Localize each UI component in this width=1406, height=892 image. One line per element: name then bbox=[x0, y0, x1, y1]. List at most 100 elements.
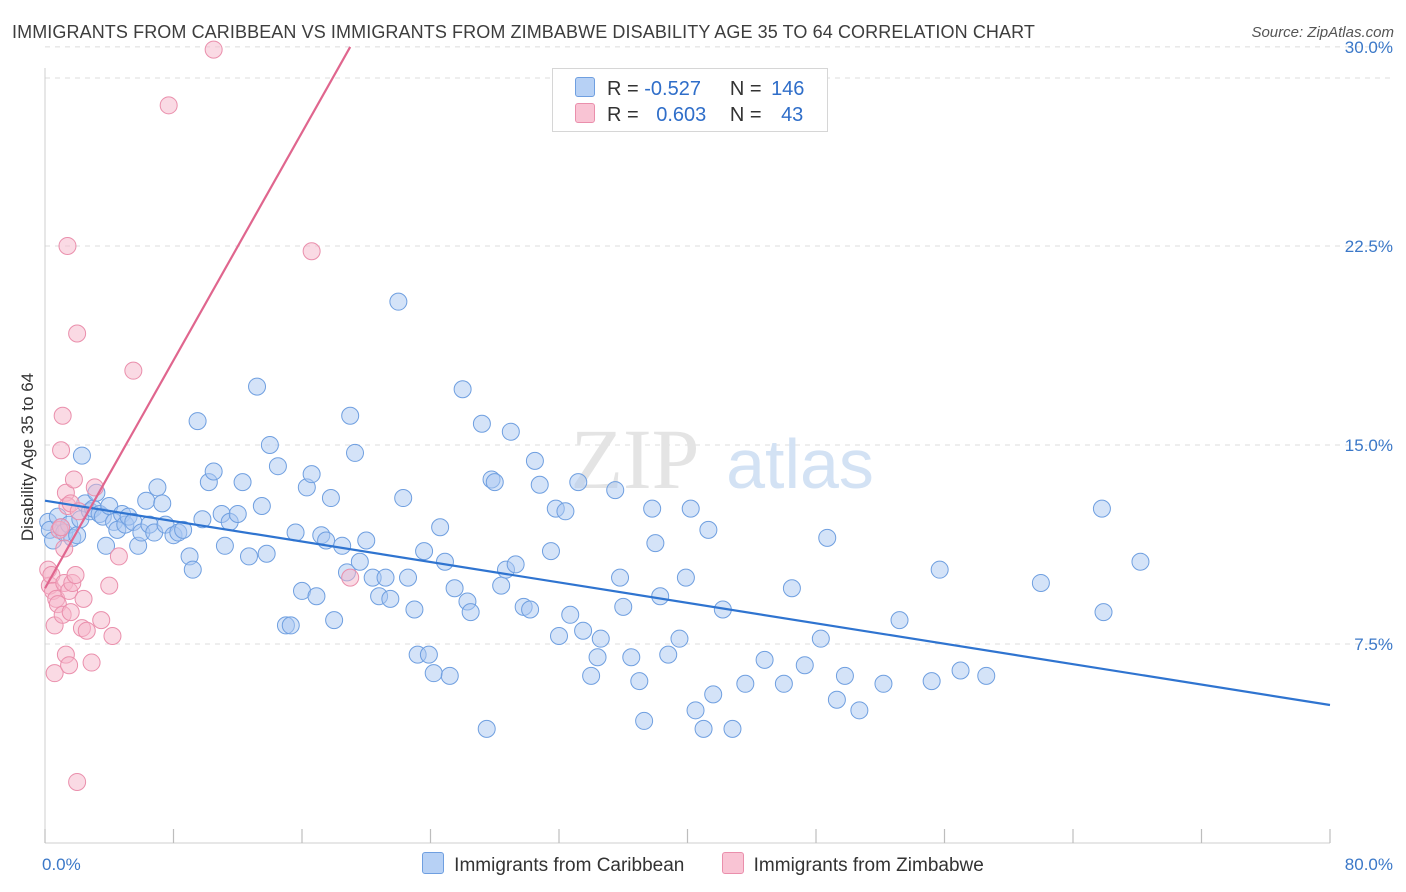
point-caribbean bbox=[569, 473, 588, 492]
point-caribbean bbox=[550, 627, 568, 646]
point-caribbean bbox=[556, 502, 575, 521]
legend-item-caribbean: Immigrants from Caribbean bbox=[422, 852, 684, 877]
point-caribbean bbox=[333, 536, 352, 555]
point-caribbean bbox=[440, 666, 459, 685]
point-zimbabwe bbox=[74, 589, 93, 608]
point-caribbean bbox=[248, 377, 267, 396]
legend-r-label: R = bbox=[607, 78, 639, 100]
point-caribbean bbox=[445, 579, 464, 598]
point-caribbean bbox=[681, 499, 700, 518]
point-zimbabwe bbox=[66, 565, 85, 584]
point-caribbean bbox=[643, 499, 662, 518]
point-caribbean bbox=[188, 412, 207, 431]
point-zimbabwe bbox=[82, 653, 101, 672]
point-zimbabwe bbox=[60, 656, 79, 675]
point-caribbean bbox=[501, 422, 520, 441]
point-caribbean bbox=[153, 494, 172, 513]
point-caribbean bbox=[699, 520, 718, 539]
point-zimbabwe bbox=[52, 518, 71, 537]
point-caribbean bbox=[774, 674, 793, 693]
point-zimbabwe bbox=[302, 242, 321, 261]
point-caribbean bbox=[541, 542, 560, 561]
watermark-atlas: atlas bbox=[726, 425, 874, 503]
point-caribbean bbox=[389, 292, 408, 311]
point-caribbean bbox=[239, 547, 258, 566]
point-caribbean bbox=[415, 542, 434, 561]
point-zimbabwe bbox=[45, 664, 64, 683]
legend-r-label: R = bbox=[607, 104, 639, 126]
point-caribbean bbox=[611, 568, 630, 587]
point-caribbean bbox=[622, 648, 641, 667]
x-tick-label-max: 80.0% bbox=[1345, 855, 1393, 874]
point-caribbean bbox=[591, 629, 610, 648]
point-caribbean bbox=[260, 435, 279, 454]
point-caribbean bbox=[874, 674, 893, 693]
legend-n-label: N = bbox=[729, 78, 762, 100]
point-caribbean bbox=[492, 576, 511, 595]
point-caribbean bbox=[1092, 499, 1111, 518]
point-zimbabwe bbox=[100, 576, 119, 595]
point-caribbean bbox=[381, 589, 400, 608]
point-caribbean bbox=[723, 719, 742, 738]
point-caribbean bbox=[357, 531, 376, 550]
point-caribbean bbox=[818, 528, 837, 547]
point-caribbean bbox=[530, 475, 549, 494]
point-caribbean bbox=[148, 478, 167, 497]
point-caribbean bbox=[341, 406, 360, 425]
legend-n-value: 43 bbox=[781, 104, 804, 126]
legend-n-value: 146 bbox=[771, 78, 805, 100]
point-caribbean bbox=[183, 560, 202, 579]
point-zimbabwe bbox=[92, 611, 111, 630]
point-caribbean bbox=[233, 473, 252, 492]
point-caribbean bbox=[1131, 552, 1150, 571]
point-caribbean bbox=[472, 414, 491, 433]
point-caribbean bbox=[630, 672, 649, 691]
y-tick-label: 30.0% bbox=[1345, 38, 1393, 57]
point-caribbean bbox=[606, 481, 625, 500]
x-tick-labels: 0.0% 80.0% bbox=[42, 855, 1393, 874]
point-caribbean bbox=[646, 534, 665, 553]
legend-swatch-zimbabwe bbox=[721, 852, 744, 874]
point-caribbean bbox=[257, 544, 276, 563]
point-caribbean bbox=[394, 489, 413, 508]
legend-label-zimbabwe: Immigrants from Zimbabwe bbox=[753, 855, 984, 876]
legend-swatch-caribbean bbox=[422, 852, 445, 874]
point-caribbean bbox=[670, 629, 689, 648]
point-caribbean bbox=[922, 672, 941, 691]
point-zimbabwe bbox=[68, 324, 87, 343]
trend-line-zimbabwe bbox=[44, 46, 352, 589]
point-caribbean bbox=[419, 645, 438, 664]
point-caribbean bbox=[204, 462, 223, 481]
point-zimbabwe bbox=[61, 603, 80, 622]
point-zimbabwe bbox=[53, 406, 72, 425]
point-caribbean bbox=[755, 650, 774, 669]
trend-line-caribbean bbox=[44, 499, 1331, 707]
source-label: Source: ZipAtlas.com bbox=[1251, 24, 1394, 41]
legend-n-label: N = bbox=[729, 104, 762, 126]
point-caribbean bbox=[525, 451, 544, 470]
point-caribbean bbox=[835, 666, 854, 685]
point-caribbean bbox=[228, 504, 247, 523]
legend-swatch-pink bbox=[575, 103, 595, 123]
point-caribbean bbox=[302, 465, 321, 484]
point-caribbean bbox=[588, 648, 607, 667]
point-caribbean bbox=[346, 443, 365, 462]
point-caribbean bbox=[424, 664, 443, 683]
point-caribbean bbox=[506, 555, 525, 574]
point-caribbean bbox=[477, 719, 496, 738]
point-caribbean bbox=[376, 568, 395, 587]
point-caribbean bbox=[561, 605, 580, 624]
legend-label-caribbean: Immigrants from Caribbean bbox=[454, 855, 685, 876]
correlation-legend: R = -0.527 N = 146 R = 0.603 N = 43 bbox=[552, 68, 828, 132]
point-caribbean bbox=[252, 496, 271, 515]
point-zimbabwe bbox=[77, 621, 96, 640]
point-zimbabwe bbox=[58, 236, 77, 255]
point-caribbean bbox=[795, 656, 814, 675]
point-caribbean bbox=[215, 536, 234, 555]
point-caribbean bbox=[977, 666, 996, 685]
point-zimbabwe bbox=[55, 539, 74, 558]
legend-swatch-blue bbox=[575, 77, 595, 97]
point-caribbean bbox=[782, 579, 801, 598]
series-legend: Immigrants from Caribbean Immigrants fro… bbox=[0, 852, 1406, 877]
point-caribbean bbox=[850, 701, 869, 720]
